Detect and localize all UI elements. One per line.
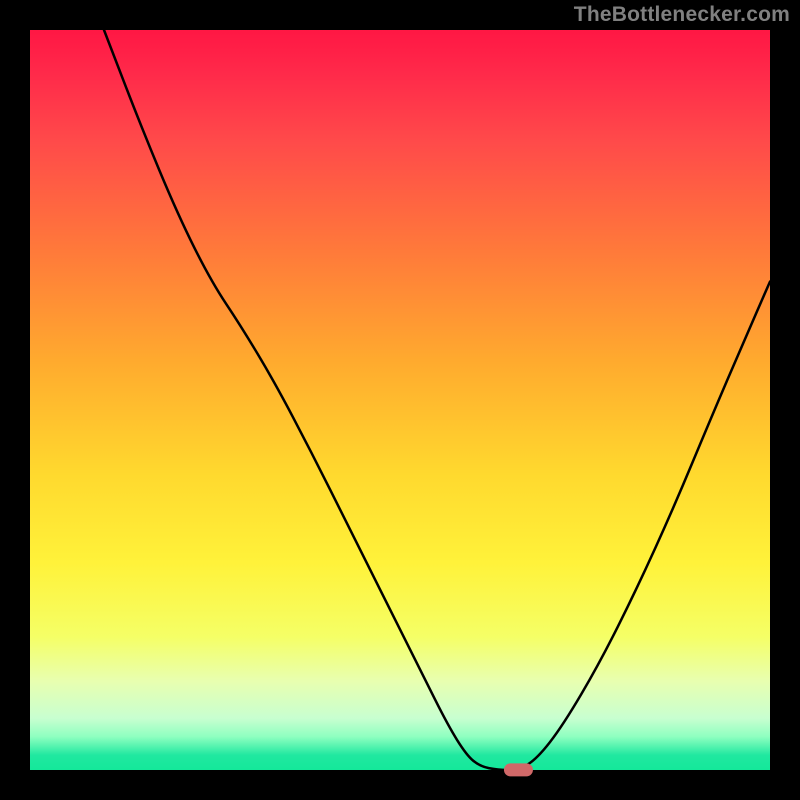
- chart-frame: TheBottlenecker.com: [0, 0, 800, 800]
- bottleneck-curve: [104, 30, 770, 770]
- curve-layer: [0, 0, 800, 800]
- bottleneck-marker: [504, 763, 532, 776]
- watermark-text: TheBottlenecker.com: [574, 3, 790, 27]
